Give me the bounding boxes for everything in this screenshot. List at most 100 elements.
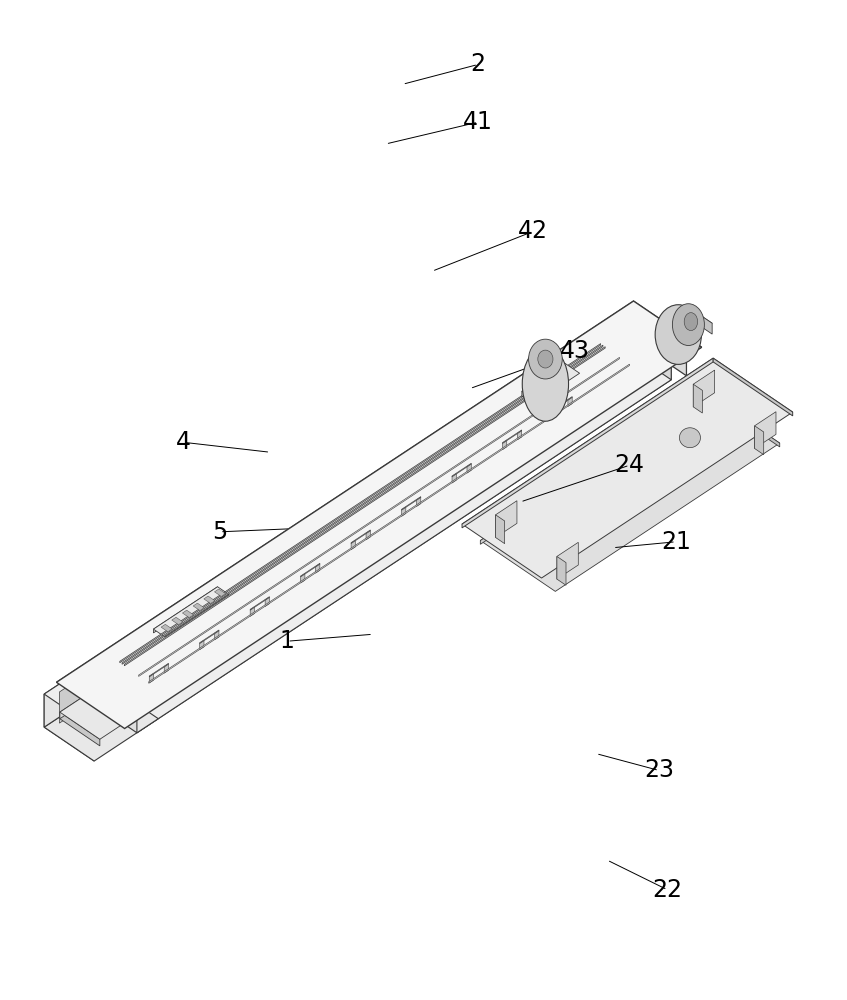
Polygon shape <box>352 537 380 556</box>
Polygon shape <box>153 587 218 633</box>
Polygon shape <box>527 396 540 407</box>
Polygon shape <box>57 301 701 729</box>
Polygon shape <box>503 437 531 456</box>
Polygon shape <box>567 397 573 406</box>
Polygon shape <box>557 542 579 579</box>
Polygon shape <box>226 594 239 605</box>
Polygon shape <box>452 474 457 483</box>
Polygon shape <box>755 426 764 455</box>
Polygon shape <box>164 664 169 673</box>
Polygon shape <box>452 463 471 477</box>
Polygon shape <box>150 671 171 686</box>
Polygon shape <box>352 537 373 553</box>
Polygon shape <box>193 633 235 661</box>
Polygon shape <box>149 663 169 677</box>
Polygon shape <box>452 471 481 489</box>
Polygon shape <box>148 364 629 683</box>
Polygon shape <box>122 345 603 664</box>
Text: 5: 5 <box>213 520 228 544</box>
Polygon shape <box>214 630 219 640</box>
Polygon shape <box>150 671 178 690</box>
Polygon shape <box>452 471 473 486</box>
Polygon shape <box>139 357 619 676</box>
Text: 41: 41 <box>463 110 493 134</box>
Polygon shape <box>467 464 471 473</box>
Polygon shape <box>557 556 566 585</box>
Polygon shape <box>214 589 225 596</box>
Ellipse shape <box>684 313 698 331</box>
Polygon shape <box>301 563 320 577</box>
Polygon shape <box>87 685 137 733</box>
Polygon shape <box>705 392 780 447</box>
Polygon shape <box>149 674 153 683</box>
Polygon shape <box>87 332 621 699</box>
Polygon shape <box>153 629 165 641</box>
Polygon shape <box>60 684 102 719</box>
Polygon shape <box>401 497 421 510</box>
Polygon shape <box>147 383 639 711</box>
Polygon shape <box>462 358 713 528</box>
Polygon shape <box>119 344 601 663</box>
Polygon shape <box>161 624 172 632</box>
Polygon shape <box>295 566 336 594</box>
Text: 2: 2 <box>471 52 485 76</box>
Polygon shape <box>467 436 479 446</box>
Polygon shape <box>87 346 671 733</box>
Polygon shape <box>693 370 715 407</box>
Polygon shape <box>244 600 285 627</box>
Polygon shape <box>755 412 776 448</box>
Polygon shape <box>553 397 573 410</box>
Polygon shape <box>401 507 406 516</box>
Polygon shape <box>502 430 522 444</box>
Polygon shape <box>166 634 179 645</box>
Polygon shape <box>396 499 437 527</box>
Polygon shape <box>137 366 671 733</box>
Polygon shape <box>44 652 108 727</box>
Polygon shape <box>57 301 634 682</box>
Polygon shape <box>200 637 222 653</box>
Polygon shape <box>621 332 671 380</box>
Polygon shape <box>522 363 579 401</box>
Polygon shape <box>125 347 606 666</box>
Text: 22: 22 <box>652 878 683 902</box>
Polygon shape <box>495 501 517 537</box>
Text: 42: 42 <box>518 220 548 243</box>
Polygon shape <box>495 515 505 544</box>
Polygon shape <box>645 306 687 345</box>
Text: 4: 4 <box>176 430 191 454</box>
Text: 21: 21 <box>661 530 691 554</box>
Polygon shape <box>713 358 793 416</box>
Polygon shape <box>366 530 370 540</box>
Polygon shape <box>72 315 628 703</box>
Polygon shape <box>265 597 269 607</box>
Polygon shape <box>480 392 780 591</box>
Text: 24: 24 <box>615 453 645 477</box>
Polygon shape <box>402 504 430 523</box>
Polygon shape <box>402 504 424 520</box>
Ellipse shape <box>655 305 701 364</box>
Polygon shape <box>693 384 702 413</box>
Polygon shape <box>496 433 538 461</box>
Polygon shape <box>687 306 712 334</box>
Polygon shape <box>518 430 522 440</box>
Text: 23: 23 <box>644 758 674 782</box>
Polygon shape <box>200 640 204 650</box>
Polygon shape <box>72 315 686 722</box>
Ellipse shape <box>523 347 568 421</box>
Polygon shape <box>301 574 305 583</box>
Polygon shape <box>44 652 158 728</box>
Polygon shape <box>172 617 183 625</box>
Polygon shape <box>553 404 575 419</box>
Polygon shape <box>645 306 712 351</box>
Polygon shape <box>553 404 582 423</box>
Polygon shape <box>143 666 185 694</box>
Polygon shape <box>522 363 565 397</box>
Polygon shape <box>417 497 421 506</box>
Polygon shape <box>480 392 705 544</box>
Polygon shape <box>60 712 100 746</box>
Text: 1: 1 <box>280 629 295 653</box>
Polygon shape <box>316 564 320 573</box>
Polygon shape <box>407 475 419 486</box>
Polygon shape <box>251 604 272 620</box>
Polygon shape <box>44 694 94 761</box>
